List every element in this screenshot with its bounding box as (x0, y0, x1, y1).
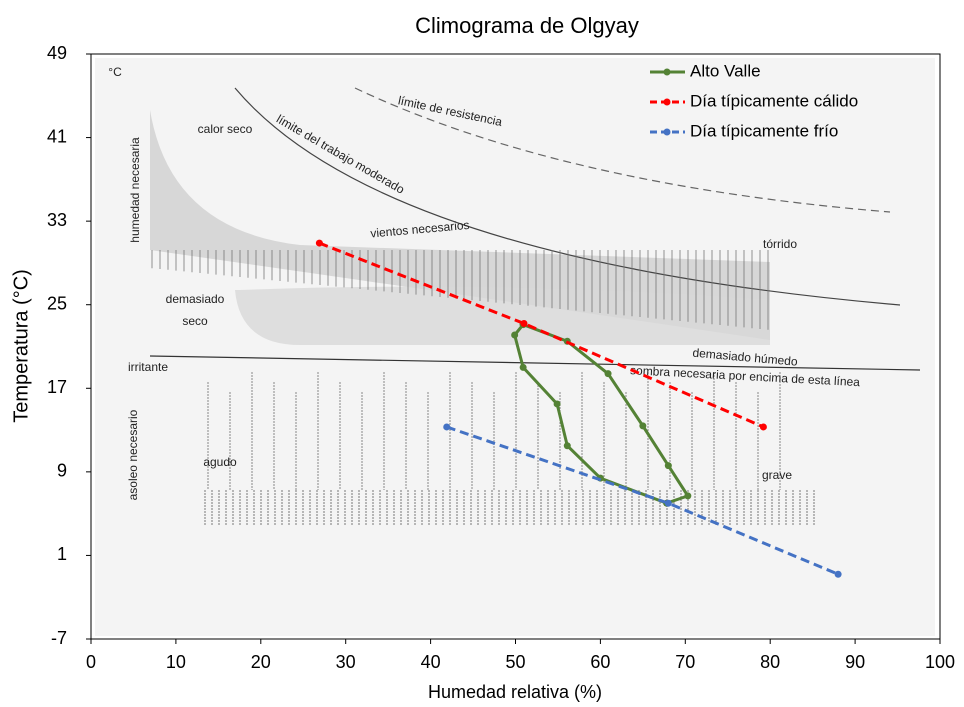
point (315, 239, 323, 247)
x-tick-label: 40 (421, 652, 441, 672)
legend-label: Día típicamente frío (690, 121, 838, 140)
point (519, 363, 527, 371)
annotation: asoleo necesario (126, 409, 140, 500)
point (684, 492, 692, 500)
x-tick-label: 100 (925, 652, 955, 672)
x-tick-label: 50 (505, 652, 525, 672)
point (834, 570, 842, 578)
annotation: °C (108, 65, 122, 79)
shade-line (149, 355, 921, 371)
diagram-paper (95, 58, 935, 636)
x-tick-label: 90 (845, 652, 865, 672)
annotation: grave (762, 468, 792, 482)
series-line (318, 241, 765, 429)
chart-title: Climograma de Olgyay (415, 13, 639, 38)
x-tick-label: 30 (336, 652, 356, 672)
point (664, 462, 672, 470)
point (604, 370, 612, 378)
point (759, 423, 767, 431)
y-axis-label: Temperatura (°C) (10, 269, 32, 423)
annotation: demasiado (166, 292, 225, 306)
legend-label: Día típicamente cálido (690, 91, 858, 110)
series-line (446, 425, 839, 576)
legend-marker (663, 68, 671, 76)
y-tick-label: 49 (47, 43, 67, 63)
annotation: humedad necesaria (128, 137, 142, 243)
y-tick-label: 33 (47, 210, 67, 230)
point (511, 331, 519, 339)
point (639, 422, 647, 430)
annotation: agudo (203, 455, 237, 469)
legend-marker (663, 128, 671, 136)
y-tick-label: 25 (47, 293, 67, 313)
x-tick-label: 80 (760, 652, 780, 672)
point (664, 499, 672, 507)
annotation: tórrido (763, 237, 797, 251)
x-tick-label: 10 (166, 652, 186, 672)
legend-label: Alto Valle (690, 61, 761, 80)
annotation: calor seco (198, 122, 253, 136)
y-tick-label: 9 (57, 461, 67, 481)
shaded-zone (150, 110, 770, 340)
x-axis-label: Humedad relativa (%) (428, 682, 602, 702)
work-limit-curve (234, 87, 901, 306)
x-tick-label: 0 (86, 652, 96, 672)
y-tick-label: -7 (51, 628, 67, 648)
point (553, 400, 561, 408)
x-tick-label: 60 (590, 652, 610, 672)
y-tick-label: 1 (57, 544, 67, 564)
point (443, 423, 451, 431)
y-tick-label: 17 (47, 377, 67, 397)
point (563, 442, 571, 450)
y-tick-label: 41 (47, 126, 67, 146)
x-tick-label: 20 (251, 652, 271, 672)
annotation: seco (182, 314, 208, 328)
resistance-limit-curve (354, 87, 891, 213)
annotation: irritante (128, 360, 168, 374)
hatching (151, 250, 815, 525)
x-tick-label: 70 (675, 652, 695, 672)
point (520, 320, 528, 328)
legend-marker (663, 98, 671, 106)
